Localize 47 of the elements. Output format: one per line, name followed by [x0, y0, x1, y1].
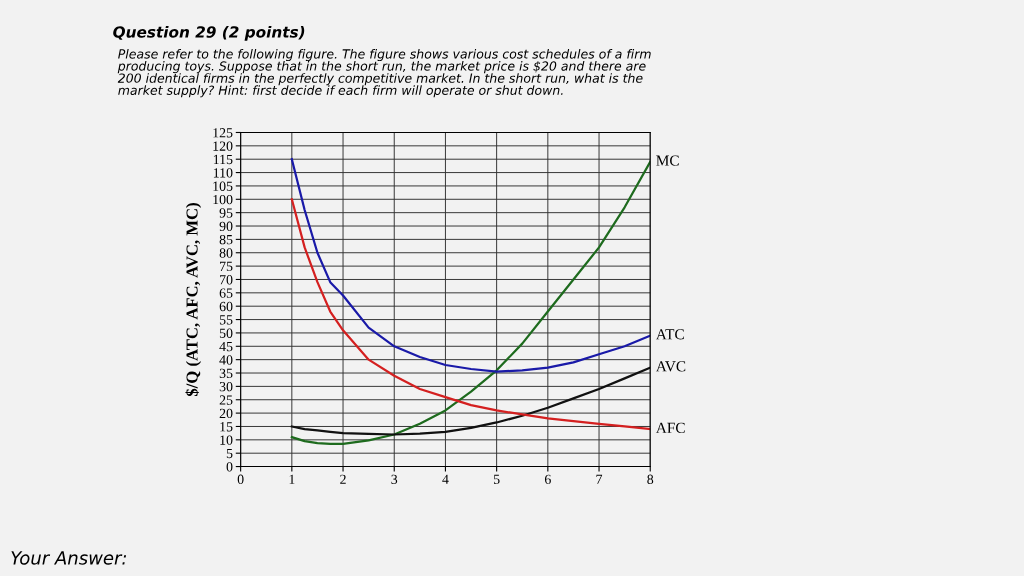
series-label: AVC [655, 361, 686, 372]
y-tick-label: 100 [213, 194, 233, 205]
y-tick-label: 125 [213, 128, 233, 138]
y-tick-label: 35 [219, 368, 233, 378]
y-tick-label: 70 [220, 275, 233, 285]
y-tick-label: 50 [219, 328, 233, 338]
series-label: AFC [655, 422, 685, 433]
series-label: ATC [655, 329, 684, 340]
y-tick-label: 85 [219, 234, 233, 245]
y-tick-label: 75 [220, 261, 233, 272]
chart-subtitle: Please refer to the following figure. The figure shows various cost schedules of a firm producing toys. Suppose that in the short run, the market price is $20 and there are 200 identical firms in the perfectly competitive market. In the short run, what is the market supply? Hint: first decide if each firm will operate or shut down. [117, 48, 651, 98]
y-tick-label: 115 [213, 154, 233, 165]
line-series [290, 158, 651, 373]
x-tick-label: 5 [493, 474, 500, 484]
y-tick-label: 55 [219, 315, 233, 325]
y-tick-label: 105 [213, 181, 233, 191]
y-tick-label: 10 [220, 435, 233, 445]
y-tick-label: 30 [219, 381, 233, 392]
y-tick-label: 25 [219, 395, 233, 405]
x-tick-label: 7 [596, 474, 603, 484]
x-tick-label: 8 [647, 474, 654, 484]
y-tick-label: 40 [219, 355, 233, 365]
y-tick-label: 20 [219, 408, 233, 419]
line-series [290, 198, 651, 431]
line-series [290, 366, 651, 436]
x-tick-label: 2 [340, 474, 346, 484]
y-tick-label: 15 [220, 422, 233, 432]
y-tick-label: 110 [213, 168, 233, 178]
text: Your Answer: [11, 551, 127, 565]
y-tick-label: 5 [226, 448, 233, 459]
y-tick-label: 120 [213, 141, 233, 151]
series-label: MC [656, 155, 679, 166]
y-axis-title: $/Q (ATC, AFC, AVC, MC) [185, 203, 202, 397]
x-tick-label: 3 [391, 474, 398, 484]
y-tick-label: 60 [219, 301, 233, 312]
x-tick-label: 0 [237, 474, 244, 484]
y-tick-label: 95 [219, 208, 233, 218]
y-tick-label: 0 [226, 462, 233, 472]
y-tick-label: 80 [219, 248, 233, 258]
x-tick-label: 1 [289, 474, 295, 484]
chart-title: Question 29 (2 points) [113, 25, 305, 41]
y-tick-label: 65 [219, 288, 233, 298]
x-tick-label: 4 [442, 474, 449, 484]
line-series [290, 160, 651, 445]
y-tick-label: 90 [219, 221, 233, 231]
x-tick-label: 6 [544, 474, 551, 484]
y-tick-label: 45 [219, 341, 233, 352]
